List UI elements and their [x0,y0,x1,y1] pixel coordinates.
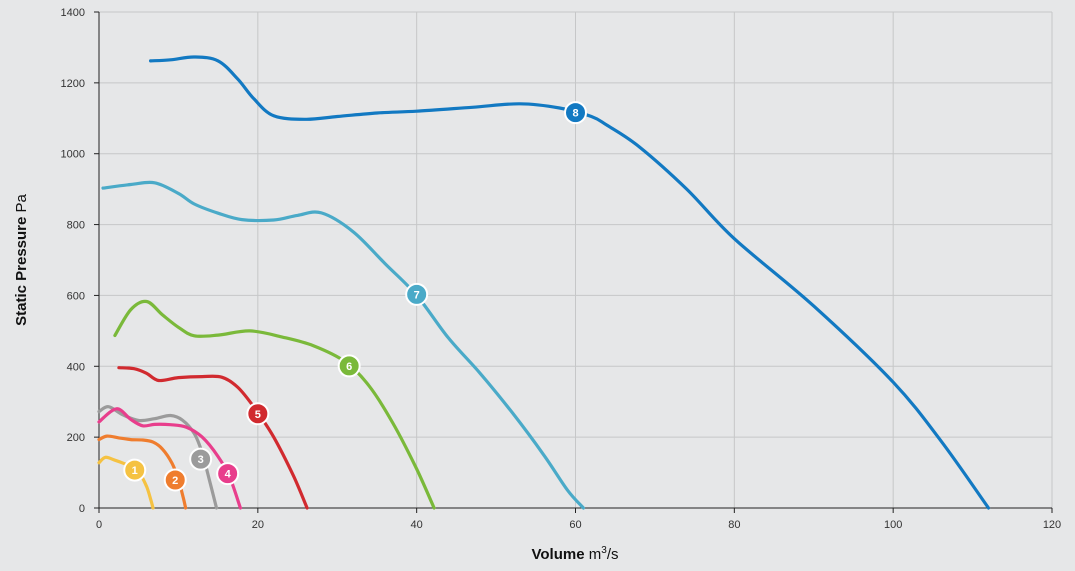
series-marker-label-8: 8 [572,108,578,120]
x-tick-label: 20 [252,519,264,531]
y-tick-label: 400 [67,361,85,373]
series-line-7 [101,180,585,510]
series-line-4 [97,407,242,510]
series-marker-6 [337,354,361,378]
x-tick-label: 80 [728,519,740,531]
axes [98,12,1052,509]
x-tick-label: 0 [96,519,102,531]
series-marker-label-4: 4 [225,469,232,481]
series-marker-3 [189,447,213,471]
series-marker-label-5: 5 [255,409,261,421]
series-lines [97,55,991,510]
series-marker-2 [163,468,187,492]
series-line-6 [113,299,436,510]
series-marker-1 [123,458,147,482]
series-marker-5 [246,402,270,426]
x-tick-labels: 0 20 40 60 80 100 120 [96,519,1061,531]
y-tick-label: 0 [79,503,85,515]
series-line-8 [149,55,991,510]
series-marker-4 [216,462,240,486]
series-marker-label-2: 2 [172,475,178,487]
series-marker-label-7: 7 [414,289,420,301]
x-tick-label: 100 [884,519,902,531]
series-line-5 [117,366,309,510]
series-marker-label-3: 3 [198,454,204,466]
y-tick-label: 1000 [61,149,85,161]
series-marker-7 [405,282,429,306]
x-axis-title: Volume m3/s [532,545,619,563]
y-tick-label: 600 [67,290,85,302]
series-markers: 1 2 3 4 5 6 7 8 [123,101,587,492]
series-marker-8 [564,101,587,125]
series-marker-label-1: 1 [132,465,138,477]
y-tick-label: 200 [67,432,85,444]
x-tick-label: 40 [411,519,423,531]
y-tick-label: 1200 [61,78,85,90]
y-axis-title: Static Pressure Pa [13,193,30,325]
x-tick-label: 120 [1043,519,1061,531]
gridlines [94,11,1053,513]
y-tick-label: 800 [67,220,85,232]
y-tick-label: 1400 [61,7,85,19]
y-tick-labels: 0 200 400 600 800 1000 1200 1400 [61,7,85,515]
series-marker-label-6: 6 [346,361,352,373]
x-tick-label: 60 [569,519,581,531]
